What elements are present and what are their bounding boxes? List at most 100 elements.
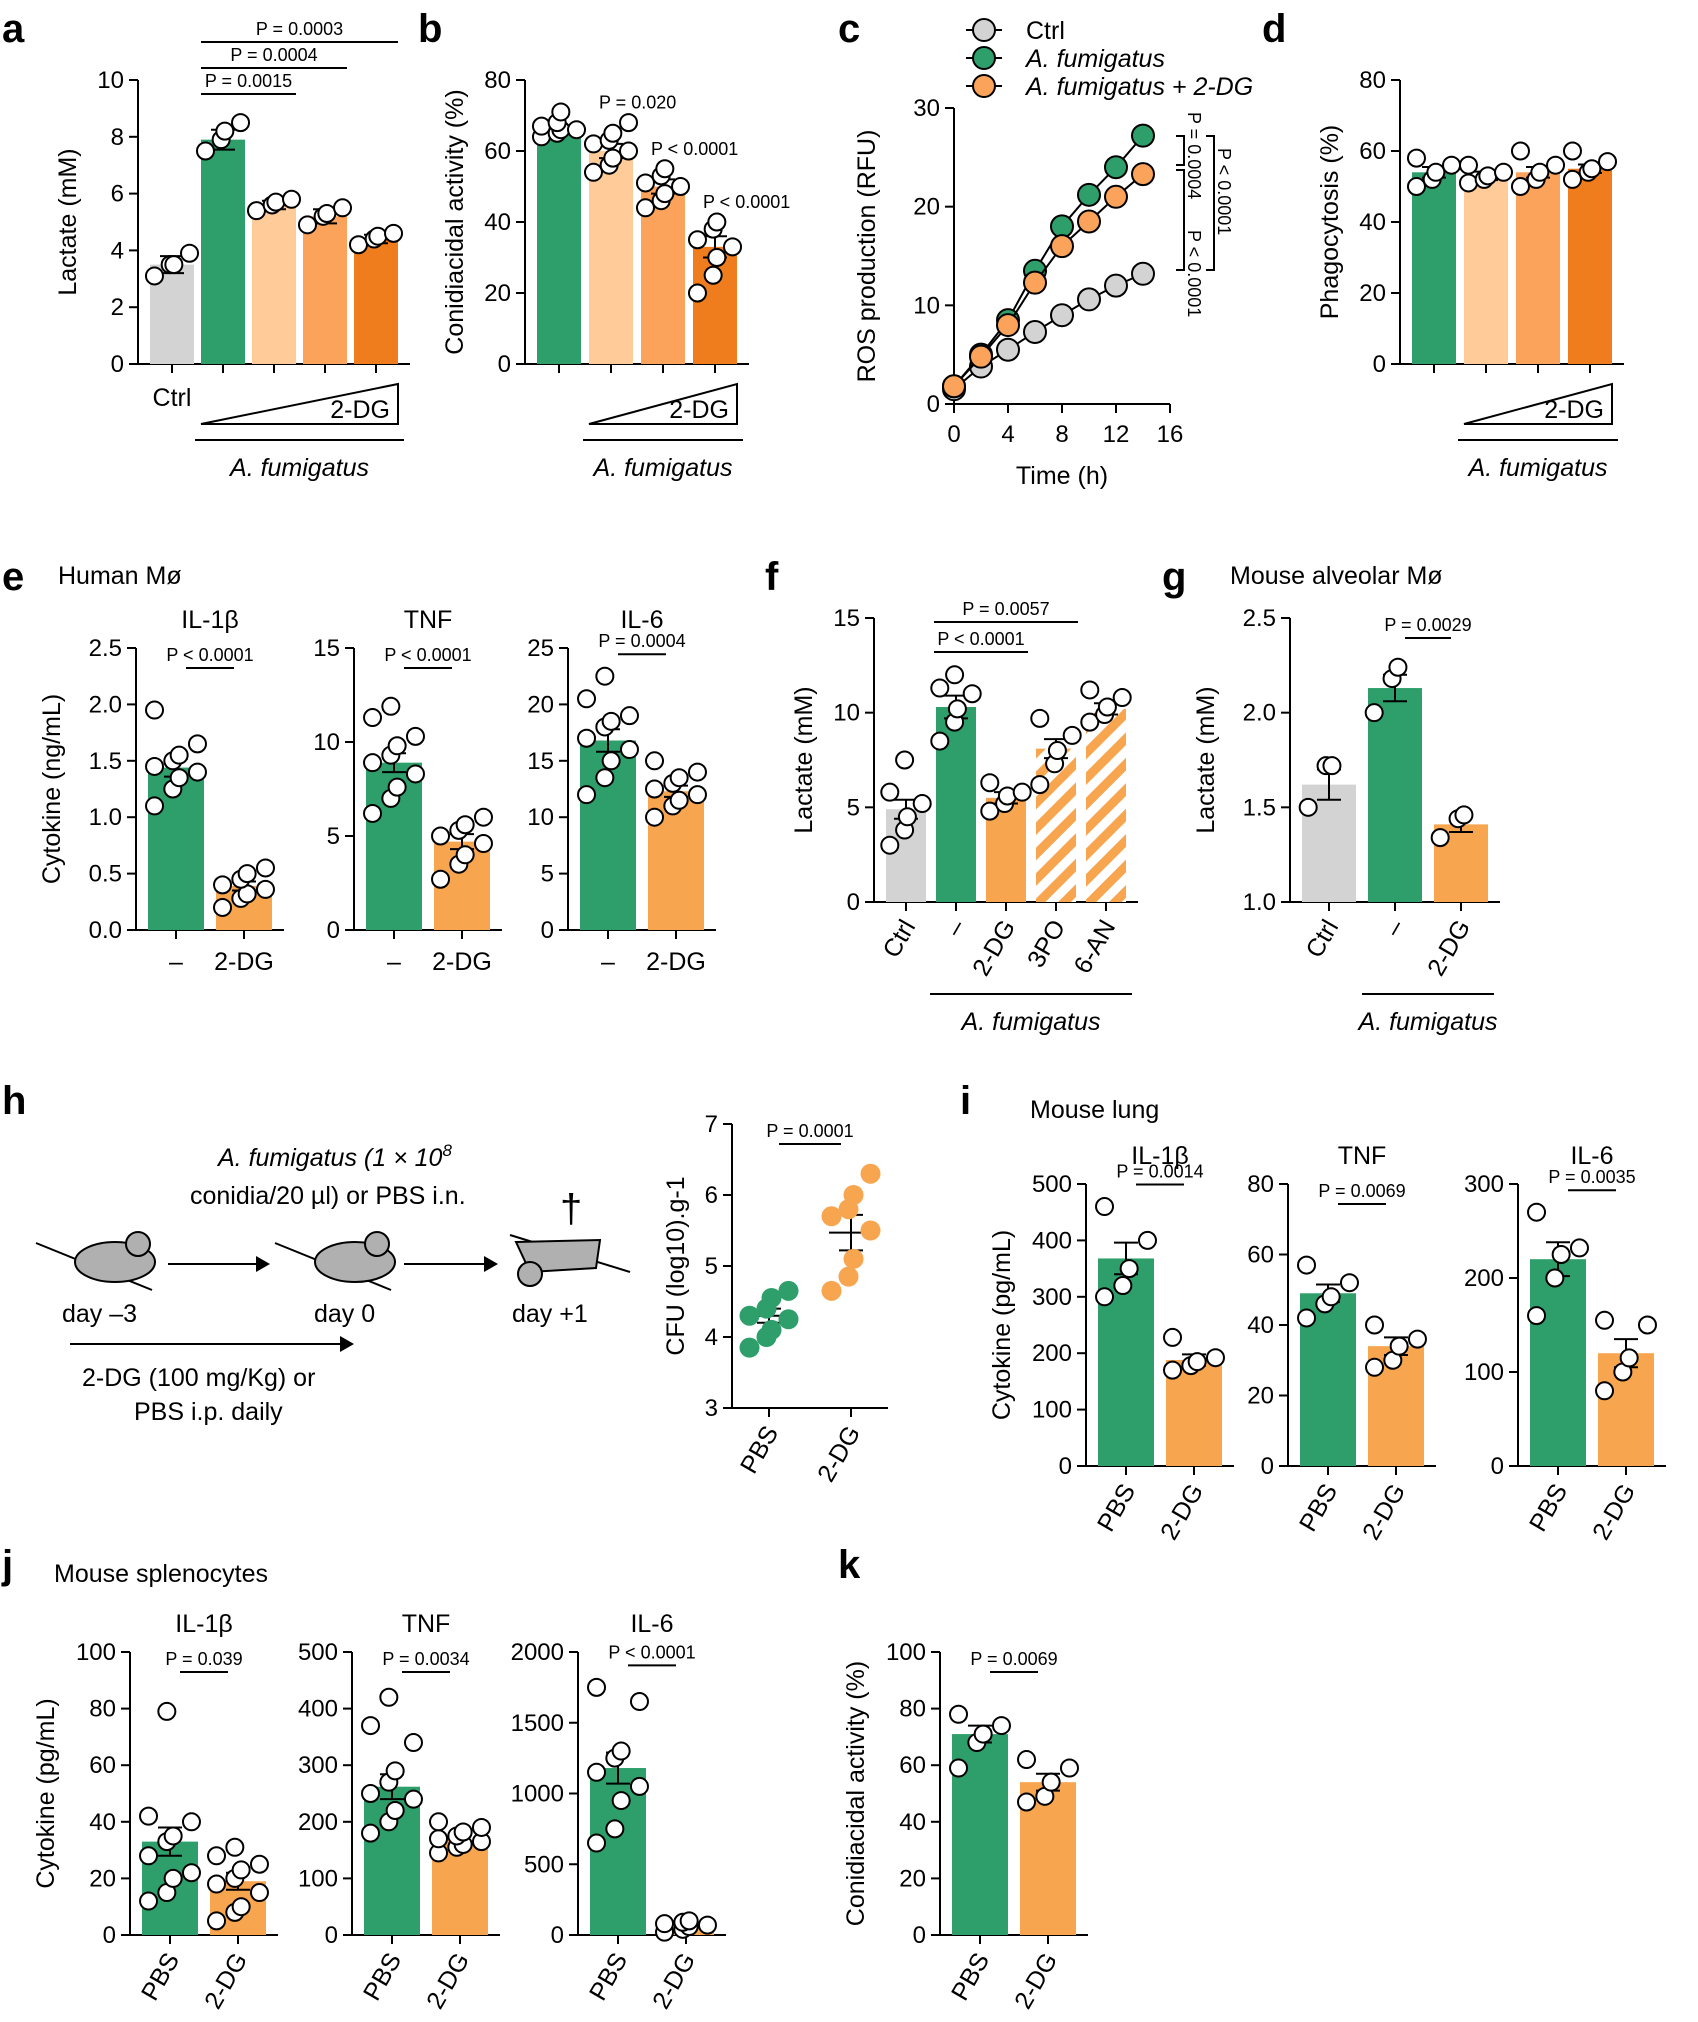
y-tick-label-a: 4 bbox=[111, 237, 124, 264]
chart-title-e1: IL-1β bbox=[181, 606, 238, 634]
panel-label-b: b bbox=[418, 7, 442, 51]
charts-layer: 0 2 4 6 8 10 Lactate (mM) Ctrl P = 0.0015 P = 0.0… bbox=[32, 17, 1666, 2014]
data-point-d bbox=[1598, 152, 1618, 172]
data-point-e2 bbox=[387, 777, 407, 797]
y-tick-label-e3: 20 bbox=[527, 691, 554, 718]
data-point-a bbox=[317, 203, 337, 223]
pvalue-e2: P < 0.0001 bbox=[384, 645, 471, 665]
pvalue-f: P < 0.0001 bbox=[937, 629, 1024, 649]
y-tick-label-b: 20 bbox=[484, 280, 511, 307]
dead-mouse-head bbox=[517, 1261, 543, 1287]
bracket-c-2 bbox=[1176, 169, 1185, 271]
data-point-f bbox=[980, 773, 1000, 793]
series-point-0 bbox=[1104, 273, 1128, 298]
panel-label-d: d bbox=[1262, 7, 1286, 51]
y-tick-label-i2: 40 bbox=[1247, 1312, 1274, 1339]
pvalue-h: P = 0.0001 bbox=[766, 1121, 853, 1141]
x-label-i3: 2-DG bbox=[1587, 1479, 1641, 1545]
data-point-j3 bbox=[587, 1677, 607, 1697]
y-tick-label-b: 60 bbox=[484, 138, 511, 165]
data-point-k bbox=[1041, 1772, 1061, 1792]
data-point-i3 bbox=[1569, 1238, 1589, 1258]
data-point-i1 bbox=[1095, 1287, 1115, 1307]
title-mouse-splenocytes: Mouse splenocytes bbox=[54, 1560, 268, 1588]
y-tick-label-b: 0 bbox=[498, 351, 511, 378]
bar-d-2 bbox=[1516, 172, 1560, 364]
series-point-1 bbox=[1131, 123, 1155, 148]
y-axis-label-g: Lactate (mM) bbox=[1192, 686, 1220, 833]
chart-i2: 0 20 40 60 80 TNF PBS 2-DG P = 0.0069 bbox=[1247, 1142, 1436, 1545]
y-tick-label-e2: 0 bbox=[327, 917, 340, 944]
y-tick-label-j2: 200 bbox=[298, 1809, 338, 1836]
data-point-e2 bbox=[405, 764, 425, 784]
data-point-j3 bbox=[611, 1791, 631, 1811]
data-point-e1 bbox=[145, 700, 165, 720]
series-point-2 bbox=[1050, 234, 1074, 259]
mouse-head-2 bbox=[364, 1231, 390, 1257]
schedule-treatment-2: PBS i.p. daily bbox=[134, 1398, 283, 1426]
data-point-b bbox=[703, 265, 723, 285]
y-tick-label-j2: 0 bbox=[325, 1922, 338, 1949]
data-point-i1 bbox=[1113, 1276, 1133, 1296]
y-tick-label-d: 20 bbox=[1359, 280, 1386, 307]
data-point-k bbox=[1059, 1758, 1079, 1778]
data-point-j2 bbox=[379, 1687, 399, 1707]
data-point-h bbox=[843, 1248, 864, 1269]
data-point-i1 bbox=[1119, 1259, 1139, 1279]
bracket-c-3 bbox=[1206, 135, 1215, 271]
x-label-i2: PBS bbox=[1294, 1479, 1343, 1536]
y-tick-label-i2: 80 bbox=[1247, 1171, 1274, 1198]
chart-i1: 0 100 200 300 400 500 Cytokine (pg/mL) IL-1β PBS… bbox=[988, 1142, 1234, 1545]
data-point-b bbox=[655, 184, 675, 204]
data-point-j2 bbox=[403, 1733, 423, 1753]
y-tick-label-f: 10 bbox=[833, 700, 860, 727]
data-point-f bbox=[880, 782, 900, 802]
x-label-j3: PBS bbox=[584, 1948, 633, 2005]
data-point-d bbox=[1426, 162, 1446, 182]
data-point-j3 bbox=[679, 1911, 699, 1931]
y-tick-label-a: 6 bbox=[111, 181, 124, 208]
data-point-k bbox=[1017, 1792, 1037, 1812]
x-label-e3: 2-DG bbox=[646, 948, 706, 976]
y-tick-label-i1: 400 bbox=[1032, 1227, 1072, 1254]
chart-j2: 0 100 200 300 400 500 TNF PBS 2-DG P = 0.0034 bbox=[298, 1610, 500, 2014]
group-label-f: A. fumigatus bbox=[960, 1008, 1101, 1036]
data-point-e2 bbox=[473, 834, 493, 854]
x-label-j3: 2-DG bbox=[647, 1948, 701, 2014]
y-tick-label-j3: 500 bbox=[524, 1851, 564, 1878]
data-point-i2 bbox=[1297, 1308, 1317, 1328]
pvalue-f: P = 0.0057 bbox=[962, 599, 1049, 619]
y-tick-label-j1: 20 bbox=[89, 1865, 116, 1892]
data-point-i2 bbox=[1321, 1287, 1341, 1307]
x-tick-label-c: 12 bbox=[1103, 421, 1130, 448]
data-point-e3 bbox=[645, 751, 665, 771]
bar-i3-0 bbox=[1530, 1259, 1586, 1466]
arrow-treatment-head bbox=[340, 1336, 354, 1352]
chart-title-e2: TNF bbox=[404, 606, 453, 634]
y-tick-label-j1: 100 bbox=[76, 1639, 116, 1666]
y-tick-label-h: 3 bbox=[705, 1395, 718, 1422]
data-point-e3 bbox=[669, 790, 689, 810]
data-point-h bbox=[843, 1185, 864, 1205]
data-point-j3 bbox=[587, 1762, 607, 1782]
x-tick-label-c: 4 bbox=[1001, 421, 1014, 448]
y-tick-label-j2: 500 bbox=[298, 1639, 338, 1666]
data-point-e2 bbox=[363, 708, 383, 728]
panel-label-a: a bbox=[2, 7, 25, 51]
y-tick-label-j2: 300 bbox=[298, 1752, 338, 1779]
data-point-d bbox=[1562, 169, 1582, 189]
y-tick-label-e3: 5 bbox=[541, 861, 554, 888]
chart-h: 3 4 5 6 7 CFU (log10).g-1 PBS 2-DG P = 0.0001 bbox=[662, 1111, 888, 1487]
legend-label-0: Ctrl bbox=[1026, 17, 1065, 45]
pvalue-i1: P = 0.0014 bbox=[1116, 1162, 1203, 1182]
y-tick-label-c: 30 bbox=[913, 95, 940, 122]
y-tick-label-e2: 15 bbox=[313, 635, 340, 662]
y-tick-label-e3: 10 bbox=[527, 804, 554, 831]
y-tick-label-c: 0 bbox=[927, 391, 940, 418]
series-point-1 bbox=[1104, 155, 1128, 180]
data-point-i3 bbox=[1551, 1245, 1571, 1264]
data-point-j1 bbox=[181, 1812, 201, 1832]
bar-b-1 bbox=[589, 151, 633, 364]
x-label-i2: 2-DG bbox=[1357, 1479, 1411, 1545]
chart-title-e3: IL-6 bbox=[620, 606, 663, 634]
